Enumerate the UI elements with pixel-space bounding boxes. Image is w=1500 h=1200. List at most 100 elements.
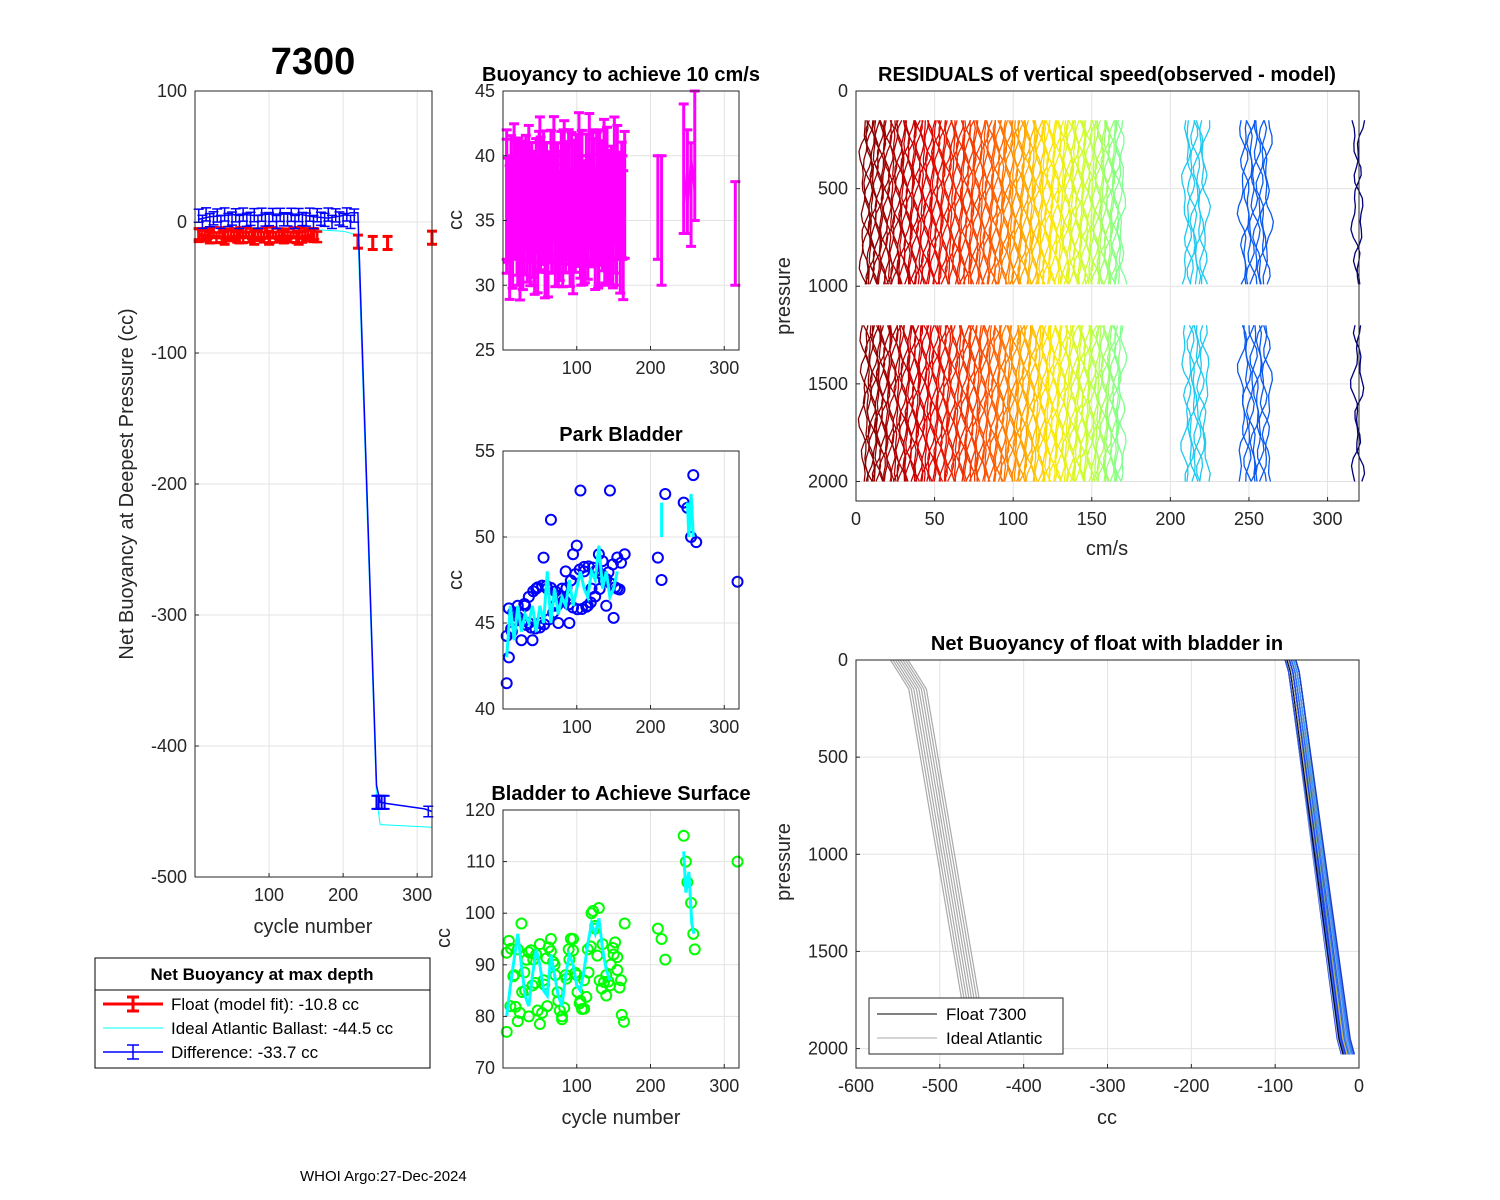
residual-profile	[1352, 120, 1366, 285]
footer-credit: WHOI Argo:27-Dec-2024	[300, 1168, 467, 1185]
residual-profile	[996, 325, 1009, 482]
difference-error-bar	[349, 208, 360, 223]
y-tick-label: 70	[475, 1058, 495, 1078]
residual-profile	[1008, 120, 1020, 285]
y-tick-label: 1000	[808, 276, 848, 296]
surface-point	[603, 979, 616, 992]
residual-profile	[997, 120, 1010, 285]
residual-profile	[1089, 119, 1101, 285]
residual-profile	[919, 324, 931, 482]
residual-profile	[1015, 120, 1028, 285]
x-tick-label: 150	[1077, 509, 1107, 529]
buoyancy-error-bar	[570, 141, 581, 274]
float-profile	[1292, 659, 1353, 1055]
residual-profile	[934, 325, 946, 482]
park-point	[570, 539, 583, 552]
legend-float-7300: Float 7300	[946, 1005, 1026, 1024]
legend-entry-float: Float (model fit): -10.8 cc	[103, 995, 360, 1014]
y-tick-label: 90	[475, 955, 495, 975]
park-point	[552, 617, 565, 629]
surface-point	[618, 917, 631, 930]
residual-profile	[951, 120, 964, 285]
residual-profile	[1258, 120, 1271, 285]
residual-profile	[1058, 120, 1071, 285]
residual-profile	[868, 325, 880, 482]
residual-profile	[1013, 120, 1024, 285]
ideal-profile	[904, 659, 983, 1030]
y-tick-label: 0	[838, 81, 848, 101]
y-tick-label: 110	[466, 852, 495, 872]
residual-profile	[921, 325, 933, 482]
park-line	[505, 545, 619, 658]
surface-point	[584, 940, 597, 953]
residual-profile	[923, 120, 935, 285]
x-tick-label: 0	[851, 509, 861, 529]
residual-profile	[960, 120, 973, 285]
surface-point	[600, 989, 613, 1002]
buoyancy-line	[682, 155, 696, 208]
x-tick-label: 200	[635, 717, 665, 737]
residual-profile	[970, 120, 983, 285]
residual-profile	[872, 325, 885, 482]
y-tick-label: 2000	[808, 471, 848, 491]
residual-profile	[1029, 325, 1042, 482]
park-point	[585, 582, 598, 595]
float-error-bar	[312, 230, 323, 244]
residual-profile	[1014, 325, 1026, 482]
ideal-profile	[907, 659, 985, 1030]
residual-profile	[1183, 120, 1196, 285]
residual-profile	[887, 120, 899, 285]
residual-profile	[916, 325, 929, 482]
surface-line	[505, 917, 612, 1017]
x-tick-label: 300	[1313, 509, 1343, 529]
surface-point	[541, 1000, 554, 1013]
y-tick-label: 30	[475, 275, 495, 295]
residual-profile	[1021, 325, 1034, 482]
legend-title: Net Buoyancy at max depth	[151, 965, 374, 984]
residual-profile	[976, 325, 989, 482]
buoyancy-10cms-title: Buoyancy to achieve 10 cm/s	[482, 64, 760, 86]
residual-profile	[951, 325, 965, 482]
y-tick-label: 1500	[808, 374, 848, 394]
park-point	[659, 488, 672, 500]
ideal-profile	[897, 659, 975, 1030]
legend-ideal-label: Ideal Atlantic Ballast: -44.5 cc	[171, 1019, 394, 1038]
surface-point	[533, 938, 546, 951]
residual-profile	[972, 325, 985, 482]
float-id-title: 7300	[271, 41, 356, 83]
residual-profile	[1023, 325, 1036, 482]
x-tick-label: -200	[1173, 1076, 1209, 1096]
surface-point	[651, 922, 664, 935]
residual-profile	[902, 325, 915, 482]
residual-profile	[927, 120, 940, 285]
x-tick-label: -600	[838, 1076, 874, 1096]
float-profile	[1290, 659, 1350, 1055]
residual-profile	[1243, 325, 1255, 482]
y-tick-label: 500	[818, 747, 848, 767]
residual-profile	[1053, 120, 1065, 285]
y-tick-label: -500	[151, 867, 187, 887]
park-line	[685, 493, 695, 538]
residual-profile	[994, 120, 1007, 285]
x-tick-label: 200	[635, 358, 665, 378]
residual-profile	[1262, 120, 1275, 285]
surface-point	[567, 933, 580, 945]
bladder-surface-title: Bladder to Achieve Surface	[491, 783, 750, 805]
bladder-surface-panel: 100 200 300 120 110 100 90 80 70 Bladder to Achi…	[433, 783, 751, 1129]
residual-profile	[990, 120, 1003, 285]
residual-profile	[1045, 325, 1056, 482]
residual-profile	[962, 325, 974, 482]
net-buoyancy-panel: 100 200 300 100 0 -100 -200 -300 -400 -500 7300 c…	[116, 41, 437, 938]
y-tick-label: 25	[475, 340, 495, 360]
park-point	[600, 599, 613, 612]
park-point	[731, 575, 744, 588]
buoyancy-error-bar	[617, 154, 628, 261]
y-tick-label: 40	[475, 699, 495, 719]
y-tick-label: 1500	[808, 941, 848, 961]
buoyancy-error-bar	[512, 154, 523, 287]
residual-profile	[916, 325, 927, 482]
net-buoyancy-ylabel: Net Buoyancy at Deepest Pressure (cc)	[116, 308, 138, 659]
park-point	[530, 582, 543, 595]
residual-profile	[1255, 324, 1268, 482]
park-point	[537, 551, 550, 564]
